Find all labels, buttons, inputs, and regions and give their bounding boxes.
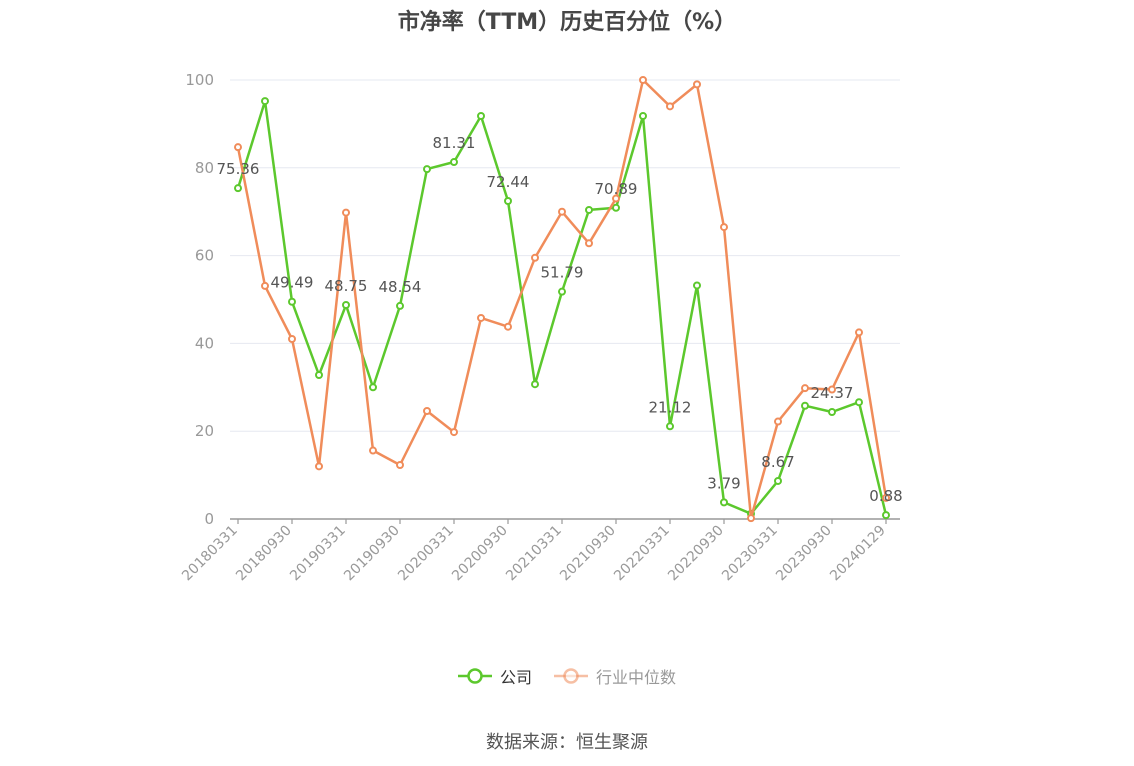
company-data-point[interactable] [801,401,809,410]
x-tick-label: 20230331 [719,523,781,585]
industry-data-point[interactable] [288,335,296,344]
grid-lines [230,79,900,432]
industry-data-point[interactable] [558,207,566,216]
industry-data-point[interactable] [504,322,512,331]
data-labels: 75.36 49.49 48.75 48.54 81.31 72.44 51.79 70.89… [217,134,903,505]
legend: 公司 行业中位数 [0,664,1134,688]
company-data-point[interactable] [234,184,242,193]
company-data-label: 49.49 [271,274,314,292]
industry-data-point[interactable] [612,194,620,203]
company-data-label: 72.44 [487,173,530,191]
company-data-point[interactable] [693,281,701,290]
company-data-point[interactable] [774,476,782,485]
x-tick-label: 20200930 [449,523,511,585]
company-data-point[interactable] [315,371,323,380]
y-tick-label: 60 [195,247,214,265]
company-data-label: 70.89 [595,180,638,198]
x-tick-label: 20220930 [665,523,727,585]
company-data-label: 8.67 [761,453,794,471]
company-data-point[interactable] [855,398,863,407]
industry-data-point[interactable] [531,253,539,262]
company-data-point[interactable] [342,300,350,309]
company-data-label: 48.75 [325,277,368,295]
x-tick-label: 20210331 [503,523,565,585]
company-data-point[interactable] [639,111,647,120]
company-data-point[interactable] [288,297,296,306]
data-source: 数据来源：恒生聚源 [486,732,648,753]
company-data-label: 75.36 [217,160,260,178]
company-data-point[interactable] [504,196,512,205]
x-tick-label: 20200331 [395,523,457,585]
company-data-label: 24.37 [811,384,854,402]
industry-data-point[interactable] [396,461,404,470]
company-data-label: 0.88 [869,487,902,505]
legend-label-company: 公司 [499,668,532,687]
company-data-label: 21.12 [649,398,692,416]
company-data-point[interactable] [477,111,485,120]
legend-industry-marker-icon [554,668,588,684]
industry-data-point[interactable] [693,80,701,89]
company-data-point[interactable] [720,498,728,507]
company-data-point[interactable] [423,165,431,174]
x-tick-label: 20180331 [179,523,241,585]
legend-item-company[interactable]: 公司 [457,664,532,688]
company-data-label: 3.79 [707,474,740,492]
industry-data-point[interactable] [315,462,323,471]
industry-data-point[interactable] [801,384,809,393]
company-data-point[interactable] [666,422,674,431]
industry-data-point[interactable] [666,102,674,111]
industry-data-point[interactable] [639,76,647,84]
industry-data-point[interactable] [720,223,728,232]
company-data-label: 48.54 [379,278,422,296]
y-tick-label: 20 [195,422,214,440]
company-data-point[interactable] [612,203,620,212]
company-data-point[interactable] [531,380,539,389]
x-tick-label: 20210930 [557,523,619,585]
industry-data-point[interactable] [342,208,350,217]
industry-data-point[interactable] [234,143,242,152]
industry-data-point[interactable] [450,428,458,437]
y-tick-label: 80 [195,159,214,177]
industry-data-point[interactable] [855,328,863,337]
y-tick-label: 100 [185,71,214,89]
industry-data-point[interactable] [369,446,377,455]
industry-data-point[interactable] [585,239,593,248]
industry-data-point[interactable] [882,493,890,502]
legend-label-industry: 行业中位数 [596,668,677,687]
company-data-point[interactable] [828,408,836,417]
y-tick-label: 40 [195,334,214,352]
company-data-point[interactable] [882,511,890,520]
industry-data-point[interactable] [261,281,269,290]
x-tick-label: 20190930 [341,523,403,585]
industry-data-point[interactable] [423,407,431,416]
industry-data-point[interactable] [747,514,755,523]
company-data-point[interactable] [585,205,593,214]
company-data-label: 81.31 [433,134,476,152]
industry-data-point[interactable] [477,313,485,322]
series-lines [234,76,890,523]
company-data-point[interactable] [261,97,269,106]
company-data-label: 51.79 [541,264,584,282]
line-chart: 0 20 40 60 80 100 2018033120180930201903312019… [179,71,903,585]
x-tick-label: 20190331 [287,523,349,585]
y-tick-label: 0 [204,510,214,528]
x-tick-label: 20220331 [611,523,673,585]
x-tick-label: 20240129 [827,523,889,585]
industry-data-point[interactable] [828,385,836,394]
industry-data-point[interactable] [774,417,782,426]
x-tick-label: 20180930 [233,523,295,585]
chart-title: 市净率（TTM）历史百分位（%） [397,10,737,35]
company-data-point[interactable] [558,287,566,296]
legend-company-marker-icon [457,668,492,684]
x-tick-label: 20230930 [773,523,835,585]
legend-item-industry[interactable]: 行业中位数 [554,664,676,688]
company-data-point[interactable] [369,383,377,392]
company-data-point[interactable] [396,301,404,310]
company-data-point[interactable] [450,158,458,167]
